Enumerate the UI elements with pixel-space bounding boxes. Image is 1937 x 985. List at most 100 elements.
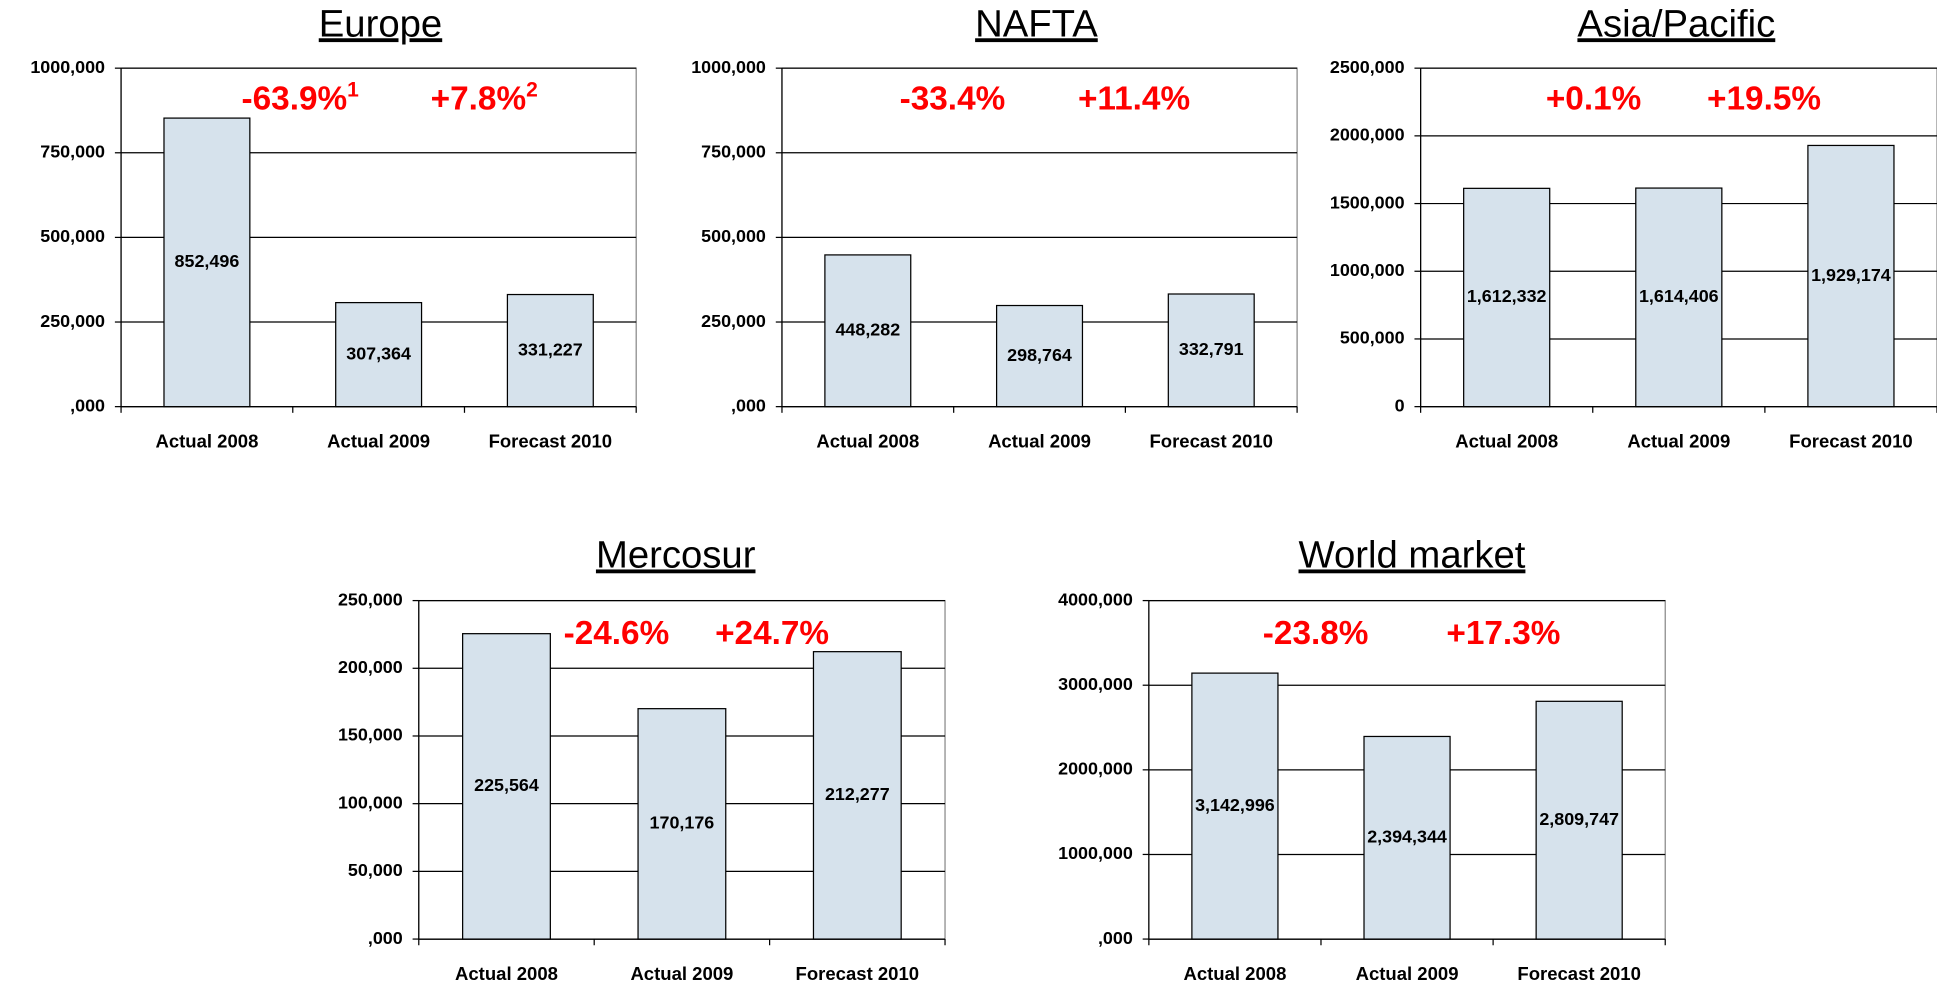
x-tick-label: Actual 2008	[155, 430, 258, 451]
annotation: +11.4%	[1078, 80, 1190, 117]
data-label: 307,364	[346, 343, 411, 363]
annotation: -63.9%1	[242, 78, 360, 117]
data-label: 3,142,996	[1195, 795, 1275, 815]
y-tick-label: 500,000	[40, 226, 105, 246]
y-tick-label: 0	[1395, 395, 1405, 415]
y-tick-label: 1500,000	[1330, 192, 1405, 212]
y-tick-label: 250,000	[40, 311, 105, 331]
annotation: -33.4%	[900, 80, 1006, 117]
y-tick-label: 1000,000	[691, 57, 766, 77]
data-label: 225,564	[474, 775, 539, 795]
bar-chart: Europe ,000 250,000 500,000 750,000 1000,000 8…	[30, 2, 637, 451]
annotation: -23.8%	[1263, 615, 1369, 652]
bar-chart: Mercosur ,000 50,000 100,000 150,000 200,000 2…	[338, 533, 946, 984]
y-tick-label: 3000,000	[1058, 674, 1133, 694]
annotation-text: +24.7%	[715, 615, 829, 652]
x-tick-label: Actual 2009	[1627, 430, 1730, 451]
data-label: 852,496	[175, 251, 240, 271]
y-tick-label: 200,000	[338, 657, 403, 677]
bar	[1167, 293, 1255, 408]
chart-title: World market	[1299, 533, 1526, 576]
annotation: -24.6%	[564, 615, 670, 652]
bar	[163, 117, 251, 408]
data-label: 2,394,344	[1367, 827, 1447, 847]
y-tick-label: 250,000	[701, 311, 766, 331]
y-tick-label: 2500,000	[1330, 57, 1405, 77]
annotation-footnote: 2	[526, 78, 538, 101]
x-tick-label: Actual 2008	[816, 430, 919, 451]
y-tick-label: 750,000	[701, 142, 766, 162]
bar	[462, 633, 551, 940]
x-tick-label: Actual 2009	[1356, 963, 1459, 984]
bar	[335, 301, 423, 408]
x-tick-label: Forecast 2010	[796, 963, 920, 984]
y-tick-label: 2000,000	[1058, 759, 1133, 779]
bar	[824, 254, 912, 408]
annotation-footnote: 1	[347, 78, 359, 101]
x-tick-label: Actual 2008	[1455, 430, 1558, 451]
y-tick-label: ,000	[70, 395, 105, 415]
data-label: 1,614,406	[1639, 286, 1719, 306]
data-label: 212,277	[825, 784, 890, 804]
x-tick-label: Actual 2008	[1183, 963, 1286, 984]
annotation-text: +11.4%	[1078, 80, 1190, 117]
x-tick-label: Forecast 2010	[1517, 963, 1641, 984]
x-tick-label: Forecast 2010	[1789, 430, 1913, 451]
y-tick-label: ,000	[731, 395, 766, 415]
bar	[1363, 735, 1451, 940]
annotation-text: -24.6%	[564, 615, 670, 652]
bar	[995, 304, 1084, 408]
annotation: +7.8%2	[431, 78, 538, 117]
x-tick-label: Actual 2008	[455, 963, 558, 984]
y-tick-label: 500,000	[701, 226, 766, 246]
y-tick-label: ,000	[1098, 928, 1133, 948]
x-tick-label: Actual 2009	[327, 430, 430, 451]
bar	[1463, 187, 1551, 408]
chart-title: Europe	[319, 2, 442, 45]
y-tick-label: 500,000	[1340, 328, 1405, 348]
bar-chart: NAFTA ,000 250,000 500,000 750,000 1000,000 44…	[691, 2, 1298, 451]
data-label: 1,929,174	[1811, 265, 1891, 285]
annotation: +0.1%	[1546, 80, 1641, 117]
bar	[1191, 672, 1279, 940]
y-tick-label: 1000,000	[1330, 260, 1405, 280]
bar	[812, 651, 902, 940]
bar	[1807, 144, 1895, 408]
y-tick-label: 100,000	[338, 792, 403, 812]
annotation-text: -63.9%	[242, 80, 348, 117]
data-label: 332,791	[1179, 339, 1244, 359]
y-tick-label: ,000	[368, 928, 403, 948]
y-tick-label: 150,000	[338, 725, 403, 745]
annotation-text: +19.5%	[1707, 80, 1821, 117]
y-tick-label: 1000,000	[30, 57, 105, 77]
x-tick-label: Forecast 2010	[1149, 430, 1273, 451]
chart-title: Mercosur	[596, 533, 756, 576]
x-tick-label: Forecast 2010	[489, 430, 613, 451]
x-tick-label: Actual 2009	[988, 430, 1091, 451]
annotation-text: -23.8%	[1263, 615, 1369, 652]
bar	[637, 708, 727, 940]
data-label: 2,809,747	[1539, 809, 1619, 829]
y-tick-label: 1000,000	[1058, 843, 1133, 863]
data-label: 1,612,332	[1467, 286, 1547, 306]
data-label: 448,282	[835, 320, 900, 340]
y-tick-label: 2000,000	[1330, 125, 1405, 145]
chart-title: NAFTA	[975, 2, 1098, 45]
y-tick-label: 50,000	[348, 860, 403, 880]
annotation: +19.5%	[1707, 80, 1821, 117]
annotation: +24.7%	[715, 615, 829, 652]
y-tick-label: 750,000	[40, 142, 105, 162]
bar	[1535, 700, 1623, 940]
annotation-text: -33.4%	[900, 80, 1006, 117]
y-tick-label: 250,000	[338, 589, 403, 609]
annotation-text: +7.8%	[431, 80, 526, 117]
y-tick-label: 4000,000	[1058, 589, 1133, 609]
data-label: 170,176	[650, 813, 715, 833]
annotation-text: +0.1%	[1546, 80, 1641, 117]
chart-title: Asia/Pacific	[1577, 2, 1775, 45]
annotation-text: +17.3%	[1446, 615, 1560, 652]
bar-chart: Asia/Pacific 0 500,000 1000,000 1500,000 2000…	[1330, 2, 1937, 451]
bar	[1635, 187, 1723, 408]
data-label: 331,227	[518, 339, 583, 359]
